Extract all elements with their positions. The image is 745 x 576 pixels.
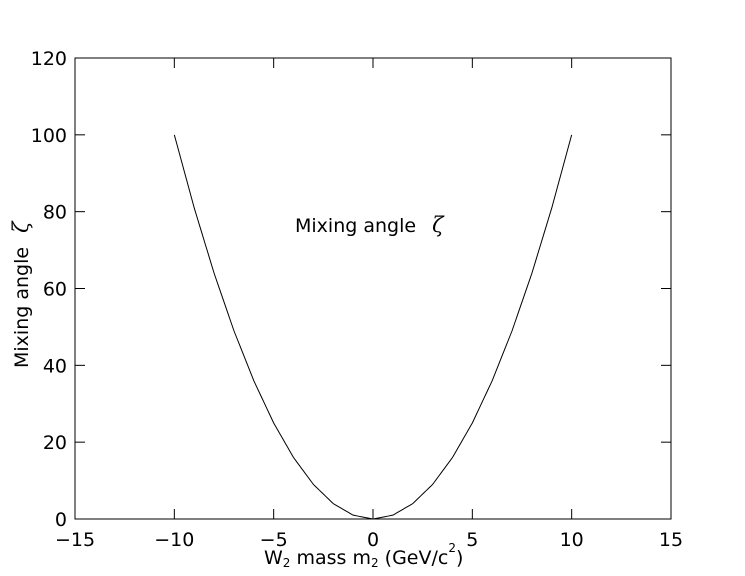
x-axis-label-sub-2: 2 (371, 556, 379, 570)
x-tick-label: −5 (260, 529, 288, 551)
y-tick-label: 40 (43, 355, 67, 377)
y-tick-label: 20 (43, 432, 67, 454)
tick-labels: −15 −10 −5 0 5 10 15 0 20 40 60 80 100 120 (31, 48, 683, 551)
series-line (173, 134, 573, 520)
x-axis-label-sub-1: 2 (283, 556, 291, 570)
annotation: Mixing angle ζ (295, 213, 445, 237)
x-tick-label: 5 (466, 529, 478, 551)
ticks (75, 58, 671, 519)
annotation-symbol: ζ (432, 213, 445, 237)
x-axis-label-part-4: ) (456, 547, 463, 569)
y-tick-label: 100 (31, 125, 67, 147)
x-tick-label: 10 (560, 529, 584, 551)
y-tick-label: 120 (31, 48, 67, 70)
y-axis-label-text: Mixing angle (11, 247, 33, 368)
x-tick-label: −10 (154, 529, 194, 551)
y-axis-label: Mixing angle ζ (9, 220, 33, 368)
x-axis-label-part-1: W (264, 547, 283, 569)
x-tick-label: 0 (367, 529, 379, 551)
x-axis-label-sup: 2 (448, 541, 456, 555)
plot-frame (74, 57, 672, 520)
y-tick-label: 80 (43, 202, 67, 224)
x-tick-label: −15 (55, 529, 95, 551)
annotation-text: Mixing angle (295, 215, 416, 237)
x-axis-label-part-3: (GeV/c (379, 547, 449, 569)
x-axis-label-part-2: mass m (290, 547, 371, 569)
y-axis-label-symbol: ζ (9, 220, 33, 233)
y-tick-label: 0 (55, 509, 67, 531)
y-tick-label: 60 (43, 279, 67, 301)
x-axis-label: W2 mass m2 (GeV/c2) (264, 541, 463, 570)
x-tick-label: 15 (659, 529, 683, 551)
